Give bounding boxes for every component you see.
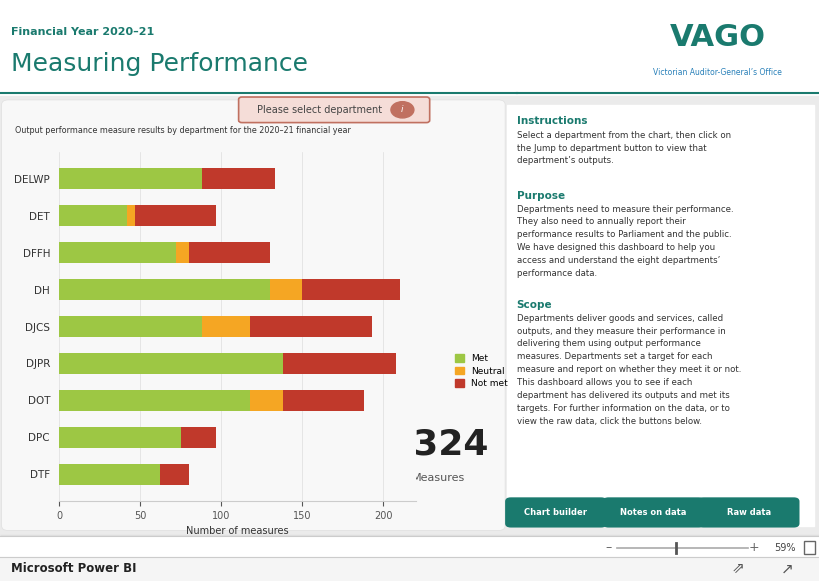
Text: Please select department: Please select department bbox=[256, 105, 382, 115]
Bar bbox=[188, 242, 269, 263]
Bar bbox=[283, 390, 364, 411]
Bar bbox=[59, 279, 269, 300]
Bar bbox=[269, 279, 302, 300]
Text: i: i bbox=[400, 105, 403, 114]
Bar bbox=[302, 279, 399, 300]
Text: Chart builder: Chart builder bbox=[524, 508, 586, 517]
Text: Measuring Performance: Measuring Performance bbox=[11, 52, 307, 76]
Text: Instructions: Instructions bbox=[516, 116, 586, 126]
Text: Financial Year 2020–21: Financial Year 2020–21 bbox=[11, 27, 154, 37]
Text: Select a department from the chart, then click on
the Jump to department button : Select a department from the chart, then… bbox=[516, 131, 730, 166]
Bar bbox=[175, 242, 188, 263]
Circle shape bbox=[391, 102, 414, 118]
Bar bbox=[127, 205, 135, 227]
Text: –: – bbox=[604, 541, 611, 554]
Bar bbox=[803, 541, 814, 554]
Text: Departments need to measure their performance.
They also need to annually report: Departments need to measure their perfor… bbox=[516, 205, 732, 278]
Text: +: + bbox=[749, 541, 758, 554]
Bar bbox=[59, 168, 201, 189]
Bar bbox=[0, 0, 819, 93]
Text: ↗: ↗ bbox=[780, 561, 793, 576]
Bar bbox=[0, 557, 819, 581]
Text: Output performance measure results by department for the 2020–21 financial year: Output performance measure results by de… bbox=[15, 125, 351, 135]
Bar bbox=[59, 353, 283, 374]
Bar bbox=[59, 205, 127, 227]
Legend: Met, Neutral, Not met: Met, Neutral, Not met bbox=[451, 350, 510, 392]
Text: Notes on data: Notes on data bbox=[620, 508, 686, 517]
FancyBboxPatch shape bbox=[697, 497, 799, 528]
Bar bbox=[59, 464, 160, 485]
Bar bbox=[59, 316, 201, 337]
Bar bbox=[250, 316, 372, 337]
Bar bbox=[59, 390, 250, 411]
Bar bbox=[250, 390, 283, 411]
Text: Microsoft Power BI: Microsoft Power BI bbox=[11, 562, 136, 575]
Bar bbox=[160, 464, 188, 485]
Text: 59%: 59% bbox=[773, 543, 794, 553]
Text: 1324: 1324 bbox=[388, 428, 488, 461]
Bar bbox=[180, 426, 216, 448]
Bar bbox=[283, 353, 396, 374]
X-axis label: Number of measures: Number of measures bbox=[186, 526, 288, 536]
Bar bbox=[59, 242, 175, 263]
Bar bbox=[506, 105, 813, 526]
Text: VAGO: VAGO bbox=[668, 23, 765, 52]
Bar bbox=[0, 96, 819, 535]
Text: Raw data: Raw data bbox=[726, 508, 770, 517]
Bar bbox=[59, 426, 180, 448]
Text: Scope: Scope bbox=[516, 300, 551, 310]
Bar bbox=[201, 316, 250, 337]
Text: ⇗: ⇗ bbox=[731, 561, 744, 576]
FancyBboxPatch shape bbox=[238, 97, 429, 123]
Text: Victorian Auditor-General’s Office: Victorian Auditor-General’s Office bbox=[652, 68, 781, 77]
Text: Departments deliver goods and services, called
outputs, and they measure their p: Departments deliver goods and services, … bbox=[516, 314, 740, 425]
Text: Purpose: Purpose bbox=[516, 191, 564, 200]
Bar bbox=[201, 168, 274, 189]
Bar bbox=[135, 205, 216, 227]
FancyBboxPatch shape bbox=[505, 497, 606, 528]
FancyBboxPatch shape bbox=[602, 497, 704, 528]
Text: Measures: Measures bbox=[412, 472, 464, 483]
FancyBboxPatch shape bbox=[2, 100, 505, 530]
